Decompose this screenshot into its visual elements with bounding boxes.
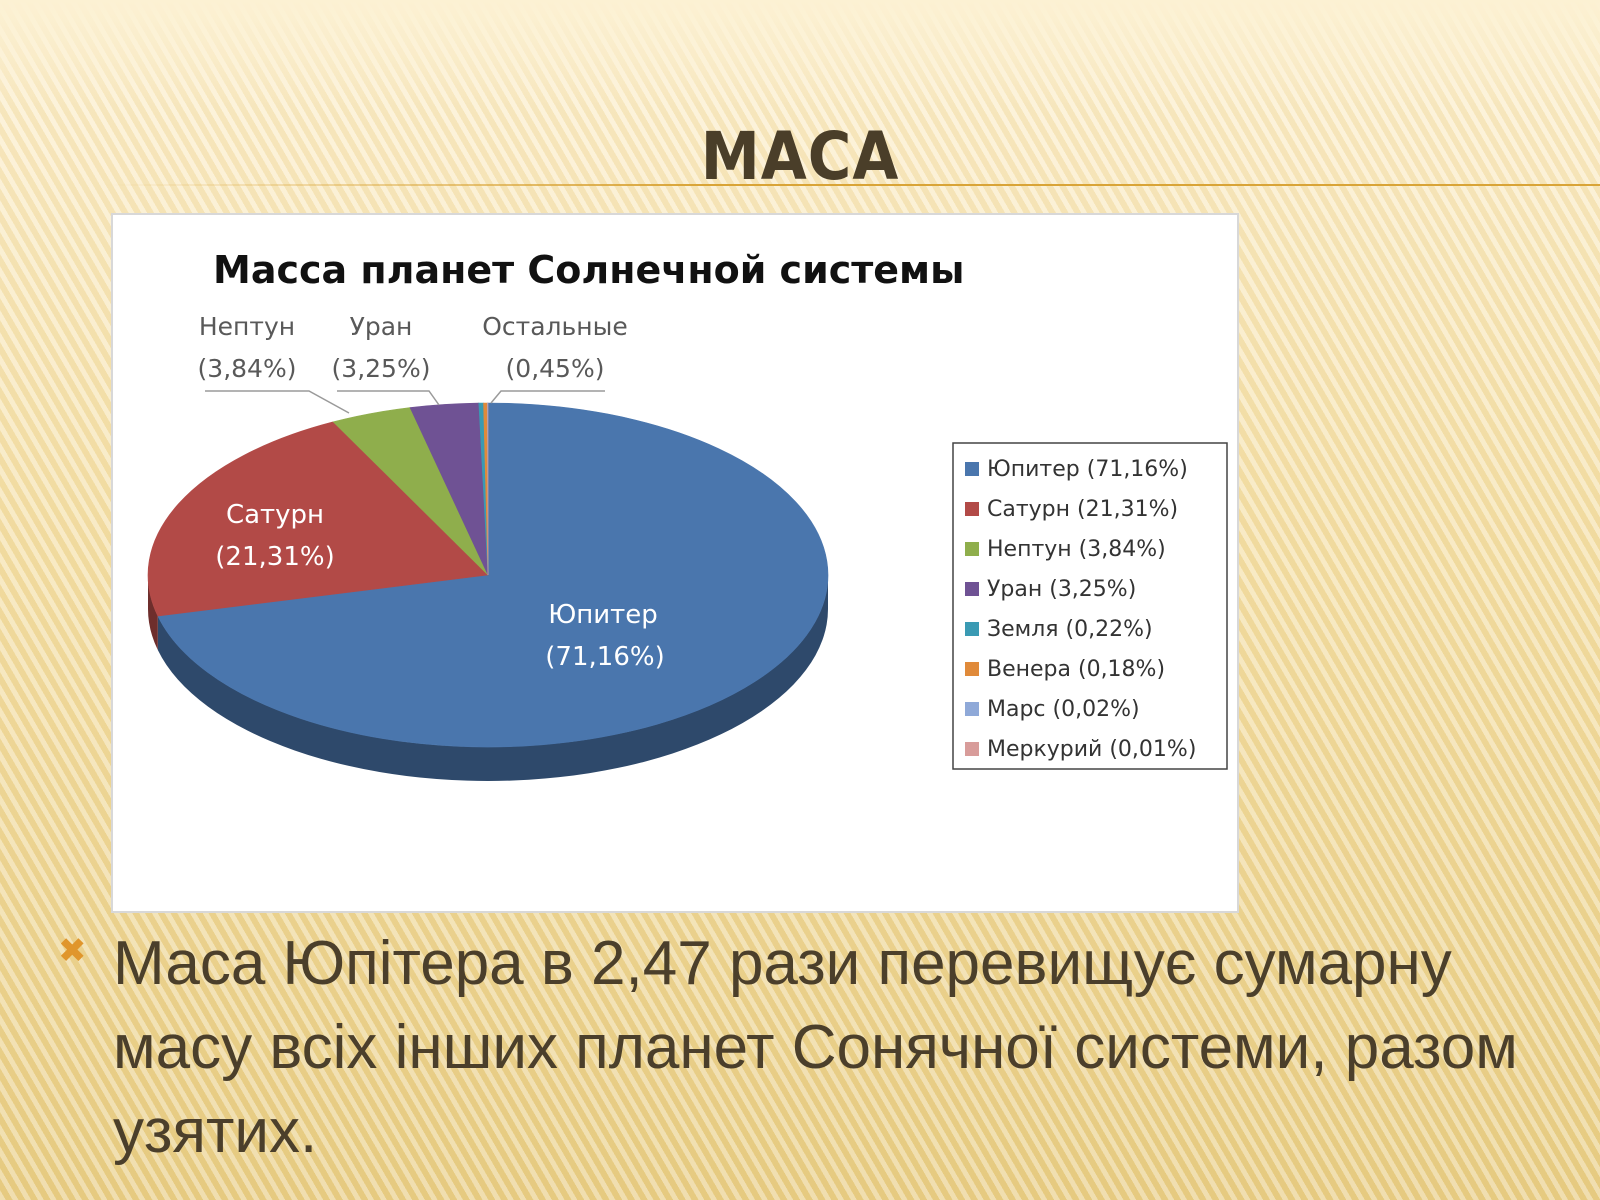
data-label-name: Сатурн	[226, 500, 324, 530]
data-label-value: (3,84%)	[198, 354, 297, 383]
data-label-name: Нептун	[199, 312, 295, 341]
legend-entry: Венера (0,18%)	[987, 657, 1165, 682]
data-label-value: (21,31%)	[215, 542, 334, 572]
legend-swatch	[965, 542, 979, 556]
leader-line	[490, 390, 605, 404]
legend-swatch	[965, 502, 979, 516]
data-label-name: Юпитер	[548, 600, 658, 630]
data-label-name: Уран	[350, 312, 413, 341]
legend-swatch	[965, 742, 979, 756]
legend-swatch	[965, 662, 979, 676]
legend-entry: Меркурий (0,01%)	[987, 737, 1196, 762]
legend-swatch	[965, 702, 979, 716]
legend-entry: Марс (0,02%)	[987, 697, 1140, 722]
legend-entry: Сатурн (21,31%)	[987, 497, 1178, 522]
data-label-value: (71,16%)	[545, 642, 664, 672]
legend-entry: Нептун (3,84%)	[987, 537, 1166, 562]
pie-side-2	[148, 575, 158, 651]
data-label-value: (0,45%)	[506, 354, 605, 383]
leader-line	[337, 390, 440, 406]
header-gradient	[0, 0, 1600, 110]
legend-entry: Уран (3,25%)	[987, 577, 1136, 602]
legend-entry: Юпитер (71,16%)	[987, 457, 1188, 482]
pie-slice-1	[157, 402, 829, 748]
legend-entry: Земля (0,22%)	[987, 617, 1153, 642]
x-bullet-icon: ✖	[58, 931, 87, 971]
chart-title: Масса планет Солнечной системы	[213, 248, 964, 292]
bullet-text: Маса Юпітера в 2,47 рази перевищує сумар…	[113, 929, 1518, 1166]
chart-panel: Масса планет Солнечной системы Юпитер (71,…	[111, 213, 1239, 913]
pie-chart: Масса планет Солнечной системы Юпитер (71,…	[147, 248, 1228, 782]
slide-title: МАСА	[700, 118, 900, 195]
title-underline	[104, 184, 1600, 186]
legend-swatch	[965, 462, 979, 476]
data-label-value: (3,25%)	[332, 354, 431, 383]
leader-line	[205, 390, 350, 414]
legend-swatch	[965, 582, 979, 596]
pie-side-1	[157, 575, 829, 782]
data-label-name: Остальные	[482, 312, 627, 341]
legend-swatch	[965, 622, 979, 636]
legend-box	[952, 442, 1228, 770]
pie-slice-2	[147, 421, 489, 617]
